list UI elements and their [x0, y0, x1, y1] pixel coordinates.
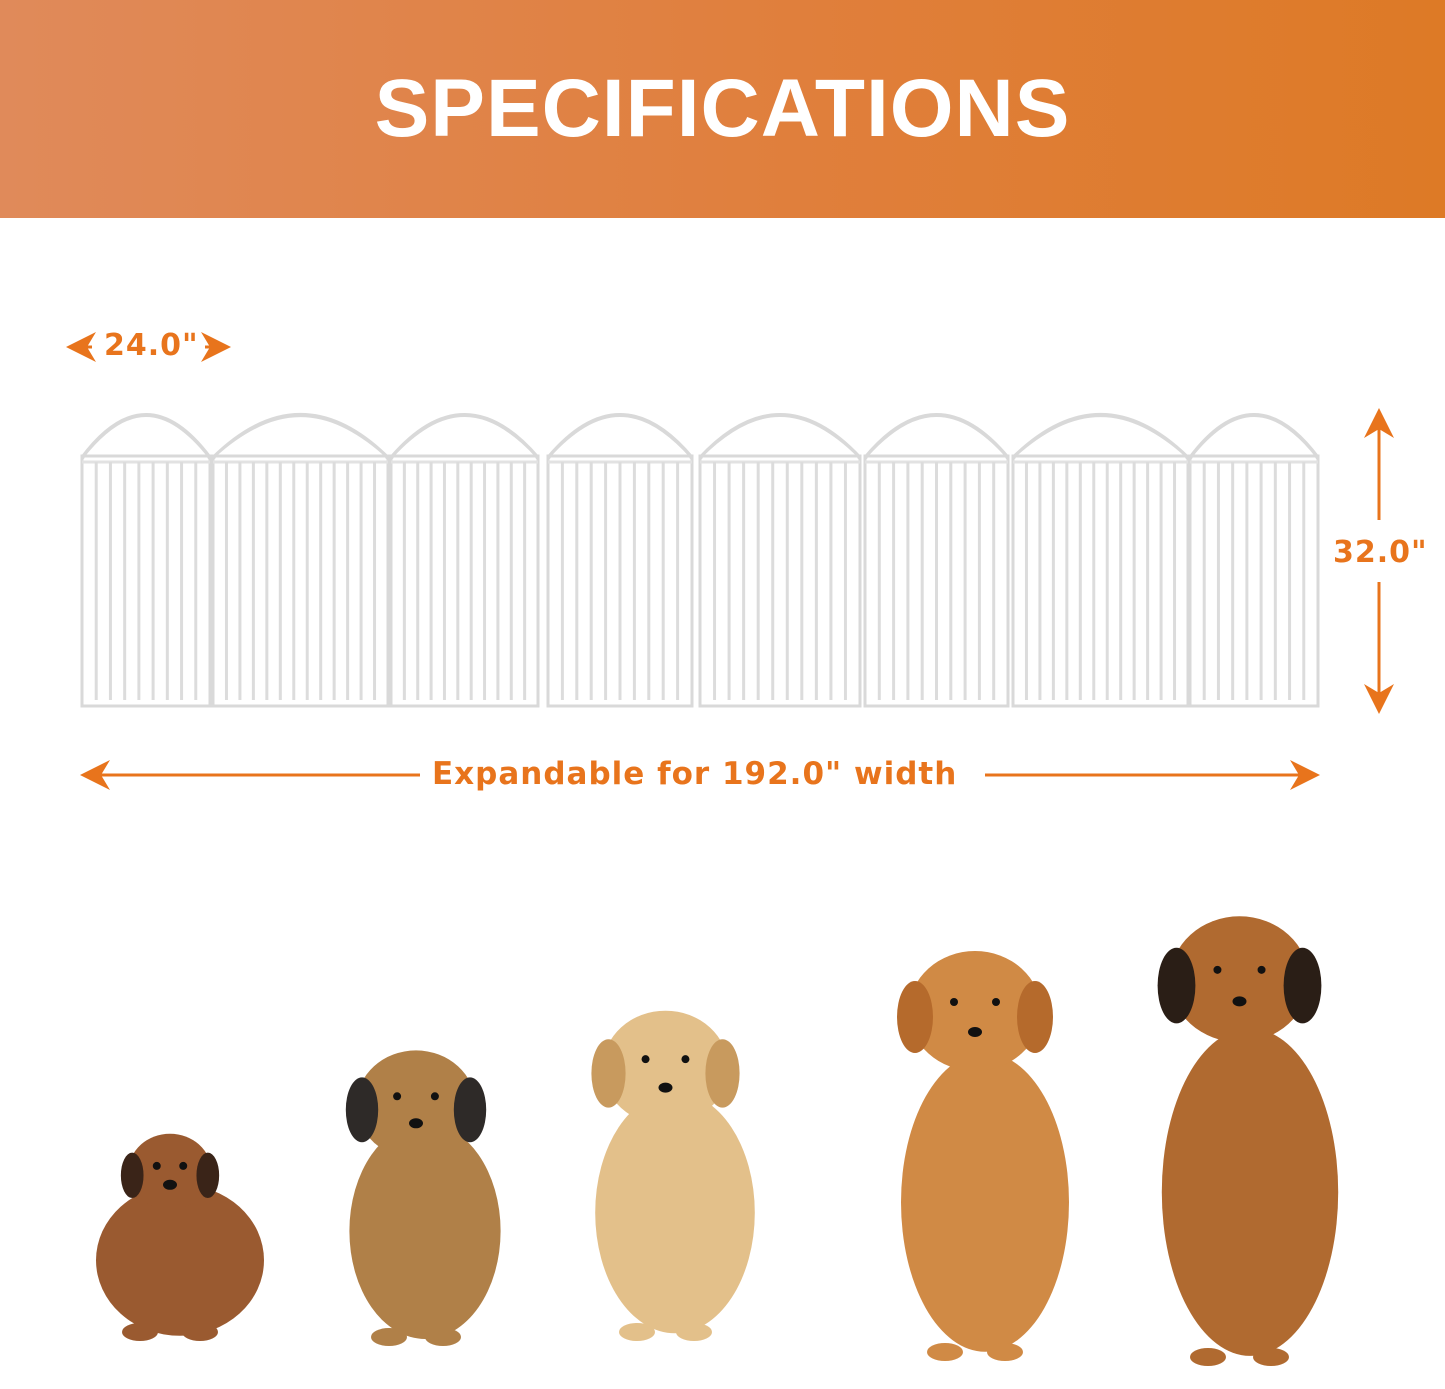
dogs-group: [96, 916, 1339, 1366]
fence-panel: [80, 413, 212, 708]
height-label: 32.0": [1333, 535, 1428, 570]
pet-fence: [80, 413, 1320, 708]
fence-panel: [546, 413, 694, 708]
fence-panel: [863, 413, 1010, 708]
fence-panel: [389, 413, 540, 708]
dog-shepherd-mix: [1157, 916, 1339, 1366]
fence-panel: [1188, 413, 1320, 708]
dog-golden-retriever-puppy: [591, 1010, 755, 1341]
dog-pekingese-puppy: [96, 1133, 264, 1341]
page-title: SPECIFICATIONS: [374, 63, 1071, 154]
total-width-label: Expandable for 192.0" width: [432, 756, 958, 792]
dog-golden-retriever: [897, 951, 1069, 1361]
fence-panel: [698, 413, 862, 708]
header-banner: SPECIFICATIONS: [0, 0, 1445, 218]
fence-panel: [211, 413, 390, 708]
fence-panel: [1011, 413, 1190, 708]
panel-width-label: 24.0": [104, 328, 199, 363]
dog-yorkshire-terrier: [345, 1050, 501, 1346]
